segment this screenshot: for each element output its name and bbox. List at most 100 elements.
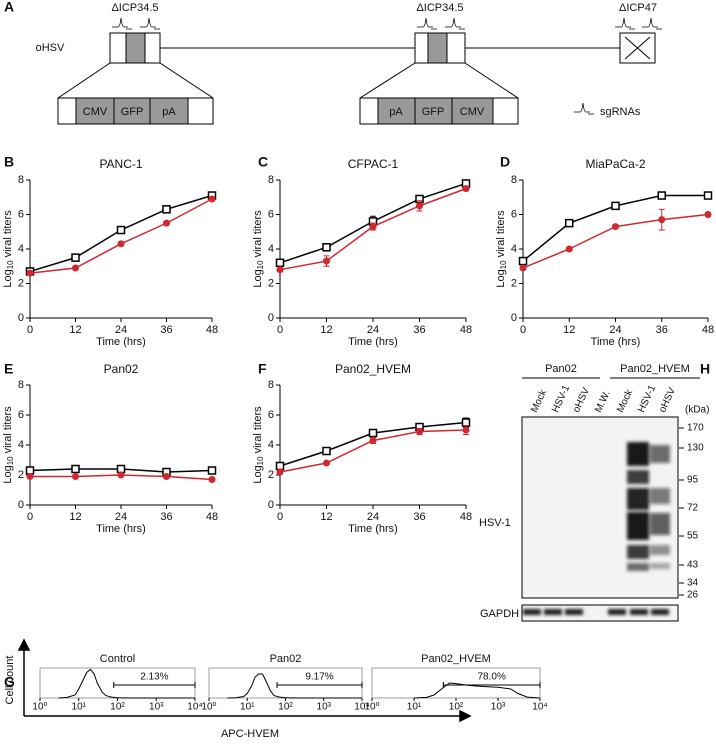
blot-bands: [627, 442, 670, 571]
y-tick-label: 6: [268, 208, 274, 220]
x-tick-label: 36: [413, 511, 425, 523]
x-axis-label: Time (hrs): [96, 523, 146, 535]
marker-label: 130: [687, 443, 704, 454]
point: [275, 258, 285, 268]
point: [72, 264, 79, 272]
x-tick-label: 10³: [317, 702, 332, 713]
point: [368, 428, 378, 438]
genome-diagram: [57, 17, 662, 125]
y-tick-label: 0: [511, 312, 517, 324]
y-tick-label: 8: [511, 174, 517, 186]
x-tick-label: 24: [115, 324, 127, 336]
lane-label: HSV-1: [636, 383, 658, 414]
x-tick-label: 24: [609, 324, 621, 336]
y-tick-label: 2: [511, 277, 517, 289]
cassette-element: CMV: [460, 106, 485, 118]
point: [116, 225, 126, 235]
cassette-element: pA: [162, 106, 176, 118]
x-tick-label: 10¹: [72, 702, 87, 713]
point: [71, 253, 80, 262]
x-tick-label: 36: [413, 324, 425, 336]
x-tick-label: 36: [160, 324, 172, 336]
panel-label: F: [258, 361, 267, 377]
point: [116, 464, 126, 474]
panel-label: A: [4, 0, 14, 15]
point: [704, 211, 712, 218]
marker-label: 34: [687, 578, 699, 589]
x-tick-label: 10²: [449, 702, 464, 713]
x-tick-label: 0: [520, 324, 526, 336]
chart-title: Pan02: [270, 653, 302, 665]
marker-label: 72: [687, 503, 699, 514]
point: [369, 437, 377, 444]
lane-label: Mock: [615, 387, 635, 414]
chart-title: Pan02_HVEM: [421, 653, 491, 665]
cassette-dividers: [414, 98, 453, 124]
point: [276, 468, 284, 476]
y-tick-label: 2: [18, 469, 24, 481]
point: [72, 473, 79, 480]
panel-label: H: [700, 361, 710, 377]
y-axis-label-part: viral titers: [2, 406, 14, 454]
x-axis-label: Time (hrs): [591, 336, 641, 348]
panel-label: B: [4, 154, 14, 170]
point: [369, 223, 377, 231]
point: [565, 245, 573, 253]
point: [276, 266, 284, 274]
chart-title: CFPAC-1: [348, 157, 399, 171]
y-axis-label-part: Log: [252, 465, 264, 483]
y-tick-label: 2: [268, 469, 274, 481]
x-axis-label: Time (hrs): [348, 336, 398, 348]
x-tick-label: 10¹: [240, 702, 255, 713]
x-tick-label: 48: [206, 324, 218, 336]
axis-label: APC-HVEM: [221, 728, 279, 740]
x-tick-label: 24: [367, 324, 379, 336]
x-tick-label: 48: [460, 324, 472, 336]
x-tick-label: 48: [206, 511, 218, 523]
y-axis-label-part: viral titers: [252, 406, 264, 454]
gate-label: 9.17%: [305, 672, 333, 683]
point: [612, 223, 619, 231]
x-tick-label: 24: [115, 511, 127, 523]
x-tick-label: 12: [69, 511, 81, 523]
y-tick-label: 8: [268, 174, 274, 186]
y-axis-label-sub: 10: [6, 260, 15, 269]
marker-label: 170: [687, 423, 704, 434]
point: [462, 426, 470, 434]
x-tick-label: 36: [160, 511, 172, 523]
y-axis-label: Log10 viral titers: [2, 210, 15, 288]
x-tick-label: 24: [367, 511, 379, 523]
plot-frame: [371, 667, 541, 699]
y-tick-label: 8: [18, 174, 24, 186]
point: [322, 446, 331, 456]
point: [611, 201, 620, 211]
y-axis-label-sub: 10: [256, 260, 265, 269]
lane-label: oHSV: [657, 386, 678, 415]
y-axis-label-sub: 10: [6, 456, 15, 465]
x-tick-label: 10⁰: [201, 702, 216, 713]
point: [658, 216, 666, 224]
y-tick-label: 6: [18, 409, 24, 421]
x-tick-label: 12: [69, 324, 81, 336]
chart-title: Control: [100, 653, 135, 665]
deletion-label: ΔICP47: [619, 2, 657, 14]
blot-membrane: [521, 416, 679, 599]
point: [657, 191, 666, 200]
x-tick-label: 10⁰: [364, 702, 379, 713]
point: [462, 185, 470, 193]
x-tick-label: 10⁰: [32, 702, 47, 713]
chart-title: MiaPaCa-2: [585, 157, 645, 171]
cassette-element: CMV: [83, 106, 108, 118]
y-axis-label: Log10 viral titers: [2, 406, 15, 484]
point: [519, 264, 527, 272]
unit-label: (kDa): [685, 405, 709, 416]
lane-label: M.W.: [593, 389, 613, 414]
deletion-cross: [624, 36, 651, 60]
legend-label: sgRNAs: [600, 106, 641, 118]
gate-label: 2.13%: [140, 672, 168, 683]
cassette-element: GFP: [121, 106, 144, 118]
x-tick-label: 10⁴: [354, 702, 369, 713]
point: [163, 219, 170, 227]
chart-title: Pan02: [104, 362, 139, 376]
